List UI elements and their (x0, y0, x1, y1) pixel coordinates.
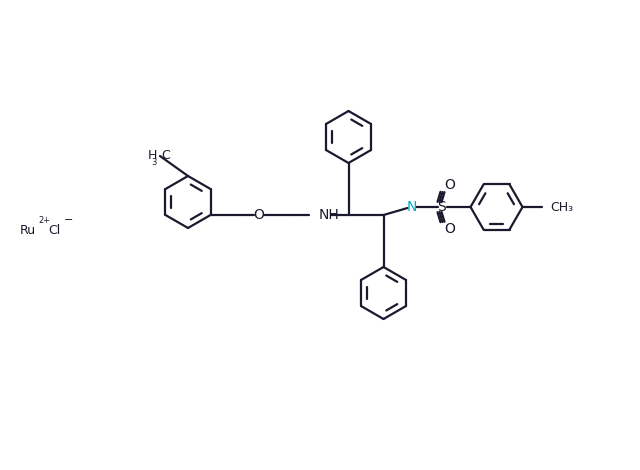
Text: O: O (253, 208, 264, 222)
Text: C: C (161, 149, 170, 162)
Text: O: O (444, 178, 455, 192)
Text: −: − (64, 215, 74, 225)
Text: S: S (437, 200, 446, 214)
Text: NH: NH (319, 208, 339, 222)
Text: Cl: Cl (48, 224, 60, 236)
Text: O: O (444, 222, 455, 236)
Text: CH₃: CH₃ (550, 201, 573, 213)
Text: N: N (406, 200, 417, 214)
Text: Ru: Ru (20, 224, 36, 236)
Text: H: H (148, 149, 157, 162)
Text: 2+: 2+ (38, 216, 50, 225)
Text: 3: 3 (152, 158, 157, 167)
